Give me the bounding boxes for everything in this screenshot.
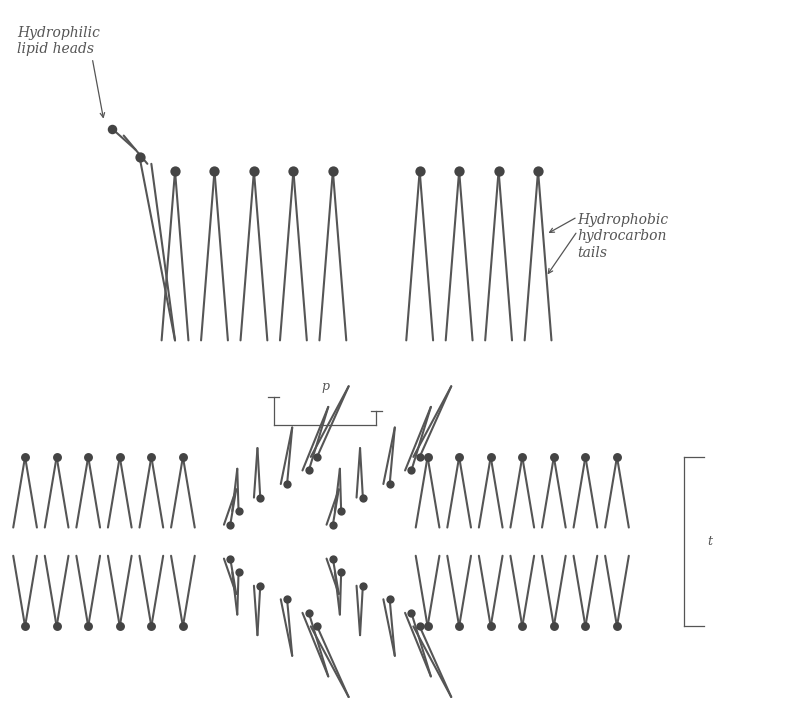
Point xyxy=(516,620,528,632)
Point xyxy=(310,620,323,632)
Point xyxy=(177,451,189,462)
Point xyxy=(326,519,339,530)
Text: Hydrophobic
hydrocarbon
tails: Hydrophobic hydrocarbon tails xyxy=(577,213,668,259)
Point xyxy=(113,620,126,632)
Point xyxy=(453,451,466,462)
Point xyxy=(493,165,505,177)
Point xyxy=(303,607,315,618)
Point xyxy=(405,465,417,476)
Point xyxy=(303,465,315,476)
Text: t: t xyxy=(708,535,713,548)
Point xyxy=(177,620,189,632)
Point xyxy=(421,620,434,632)
Point xyxy=(51,620,63,632)
Point xyxy=(82,620,94,632)
Point xyxy=(335,506,348,517)
Point xyxy=(453,165,466,177)
Point xyxy=(335,566,348,578)
Point xyxy=(326,553,339,564)
Point xyxy=(280,479,293,490)
Point xyxy=(208,165,221,177)
Point xyxy=(383,479,396,490)
Point xyxy=(579,451,592,462)
Point xyxy=(145,451,158,462)
Point xyxy=(356,580,369,591)
Point xyxy=(516,451,528,462)
Point xyxy=(105,123,118,134)
Point xyxy=(547,620,560,632)
Point xyxy=(413,165,426,177)
Point xyxy=(248,165,261,177)
Point xyxy=(453,620,466,632)
Point xyxy=(413,620,426,632)
Point xyxy=(287,165,299,177)
Point xyxy=(224,519,237,530)
Point xyxy=(232,506,245,517)
Point xyxy=(579,620,592,632)
Point xyxy=(485,620,497,632)
Point xyxy=(19,451,32,462)
Point xyxy=(145,620,158,632)
Point xyxy=(169,165,181,177)
Point xyxy=(310,451,323,462)
Point xyxy=(254,492,267,503)
Point xyxy=(51,451,63,462)
Point xyxy=(82,451,94,462)
Point xyxy=(531,165,544,177)
Point xyxy=(133,151,146,162)
Point xyxy=(19,620,32,632)
Point xyxy=(611,451,623,462)
Point xyxy=(232,566,245,578)
Point xyxy=(326,165,339,177)
Point xyxy=(611,620,623,632)
Point xyxy=(547,451,560,462)
Point xyxy=(405,607,417,618)
Point xyxy=(413,451,426,462)
Point xyxy=(224,553,237,564)
Point xyxy=(421,451,434,462)
Point xyxy=(356,492,369,503)
Text: Hydrophilic
lipid heads: Hydrophilic lipid heads xyxy=(17,26,100,56)
Point xyxy=(254,580,267,591)
Point xyxy=(485,451,497,462)
Point xyxy=(383,593,396,605)
Text: p: p xyxy=(321,380,329,393)
Point xyxy=(113,451,126,462)
Point xyxy=(280,593,293,605)
